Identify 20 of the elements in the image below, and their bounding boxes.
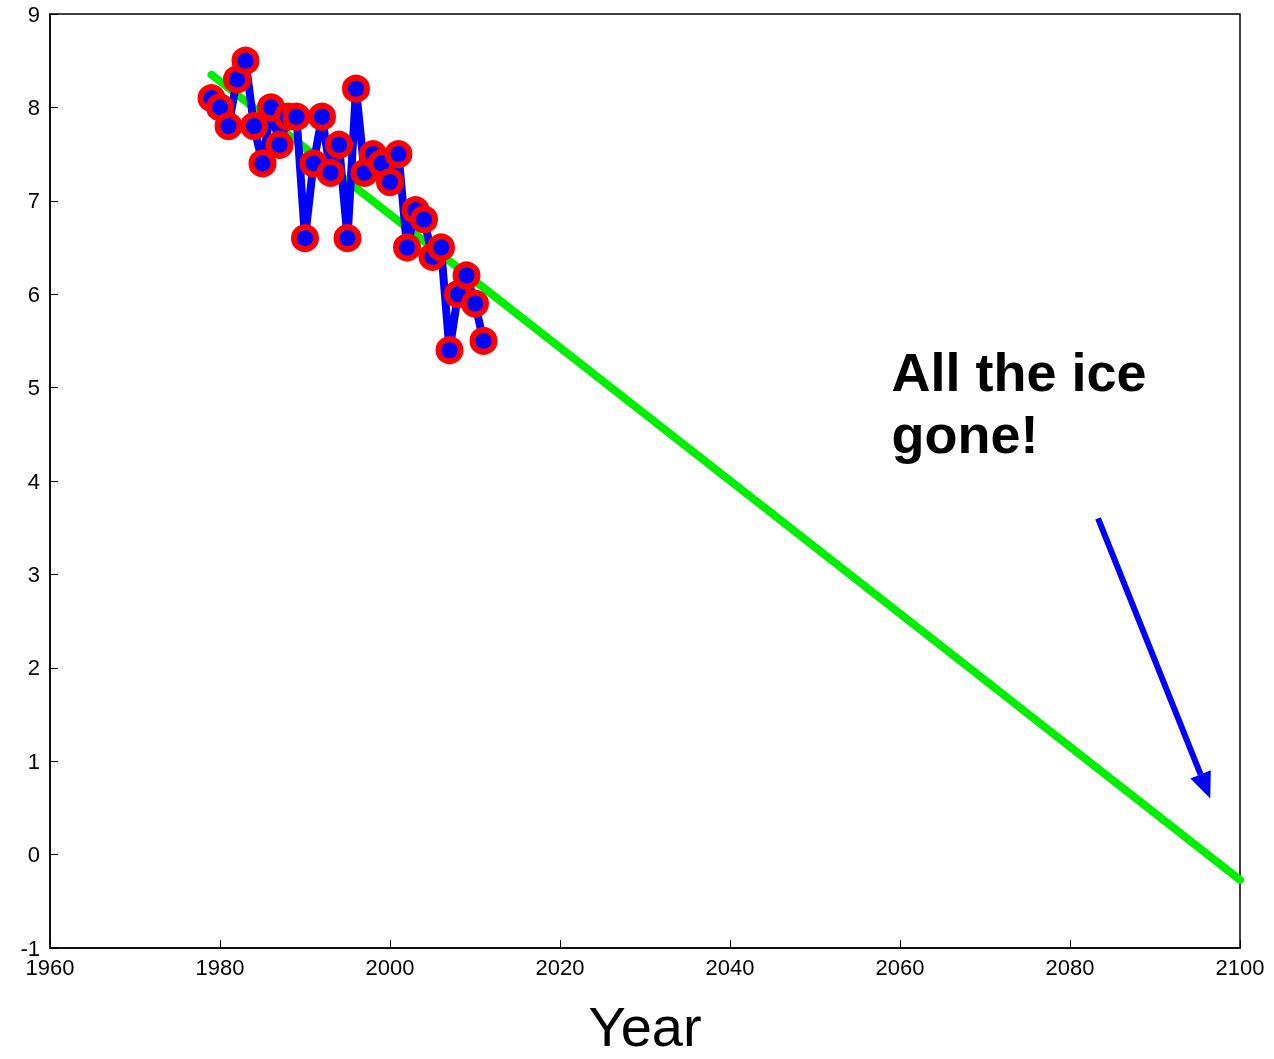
y-tick-label: 3 [27, 561, 40, 587]
annotation: All the ice gone! [891, 340, 1148, 465]
x-tick-label: 2040 [705, 954, 755, 980]
y-tick-label: 5 [27, 375, 40, 401]
x-tick-label: 2060 [875, 954, 925, 980]
y-tick-label: 6 [27, 281, 40, 307]
y-tick-label: 9 [27, 1, 40, 27]
y-tick-label: 0 [27, 842, 40, 868]
y-tick-label: 2 [27, 655, 40, 681]
y-tick-label: 7 [27, 188, 40, 214]
x-tick-label: 2000 [365, 954, 415, 980]
x-tick-label: 2100 [1215, 954, 1265, 980]
y-tick-label: 8 [27, 94, 40, 120]
y-tick-label: -1 [20, 935, 40, 961]
x-tick-label: 1980 [195, 954, 245, 980]
x-axis-title: Year [588, 994, 702, 1058]
y-tick-label: 1 [27, 748, 40, 774]
x-tick-label: 2080 [1045, 954, 1095, 980]
y-tick-label: 4 [27, 468, 40, 494]
x-tick-label: 2020 [535, 954, 585, 980]
